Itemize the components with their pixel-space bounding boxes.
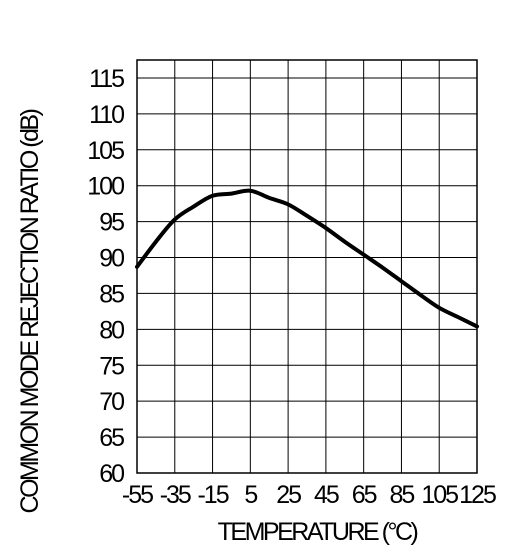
data-point bbox=[305, 214, 309, 218]
data-point bbox=[362, 253, 366, 257]
y-tick-label: 75 bbox=[99, 352, 124, 380]
plot-frame bbox=[136, 59, 478, 474]
x-tick-label: 25 bbox=[276, 481, 301, 509]
data-point bbox=[286, 202, 290, 206]
series-line-cmrr bbox=[135, 188, 479, 329]
x-tick-label: -35 bbox=[160, 481, 191, 509]
y-tick-label: 85 bbox=[99, 280, 124, 308]
data-point bbox=[154, 240, 158, 244]
y-axis-title: COMMON MODE REJECTION RATIO (dB) bbox=[16, 109, 44, 513]
x-tick-label: -15 bbox=[197, 481, 228, 509]
y-tick-labels: 60 65 70 75 80 85 90 95 100 105 110 115 bbox=[87, 65, 126, 488]
y-tick-label: 80 bbox=[99, 316, 124, 344]
data-point bbox=[381, 266, 385, 270]
y-tick-label: 90 bbox=[99, 245, 124, 273]
y-tick-label: 95 bbox=[99, 209, 124, 237]
data-point bbox=[267, 196, 271, 200]
x-tick-label: 45 bbox=[314, 481, 339, 509]
data-point bbox=[475, 324, 479, 328]
y-tick-label: 70 bbox=[99, 388, 124, 416]
y-tick-label: 100 bbox=[87, 173, 124, 201]
data-point bbox=[437, 306, 441, 310]
data-point bbox=[248, 189, 252, 193]
data-point bbox=[418, 293, 422, 297]
data-point bbox=[173, 217, 177, 221]
data-point bbox=[192, 205, 196, 209]
data-point bbox=[229, 192, 233, 196]
data-point bbox=[456, 315, 460, 319]
y-tick-label: 110 bbox=[89, 101, 124, 129]
x-tick-label: 5 bbox=[244, 481, 257, 509]
x-tick-labels: -55 -35 -15 5 25 45 65 85 105 125 bbox=[122, 481, 498, 509]
data-point bbox=[211, 194, 215, 198]
y-tick-label: 115 bbox=[89, 65, 124, 93]
grid bbox=[136, 60, 478, 474]
y-tick-label: 105 bbox=[87, 137, 124, 165]
x-tick-label: -55 bbox=[122, 481, 153, 509]
y-tick-label: 60 bbox=[99, 460, 124, 488]
data-point bbox=[343, 240, 347, 244]
data-point bbox=[324, 226, 328, 230]
data-point bbox=[399, 279, 403, 283]
x-tick-label: 85 bbox=[390, 481, 415, 509]
x-tick-label: 125 bbox=[459, 481, 496, 509]
x-axis-title: TEMPERATURE (°C) bbox=[218, 518, 418, 546]
x-tick-label: 105 bbox=[421, 481, 458, 509]
y-tick-label: 65 bbox=[99, 424, 124, 452]
data-point bbox=[135, 265, 139, 269]
x-tick-label: 65 bbox=[352, 481, 377, 509]
